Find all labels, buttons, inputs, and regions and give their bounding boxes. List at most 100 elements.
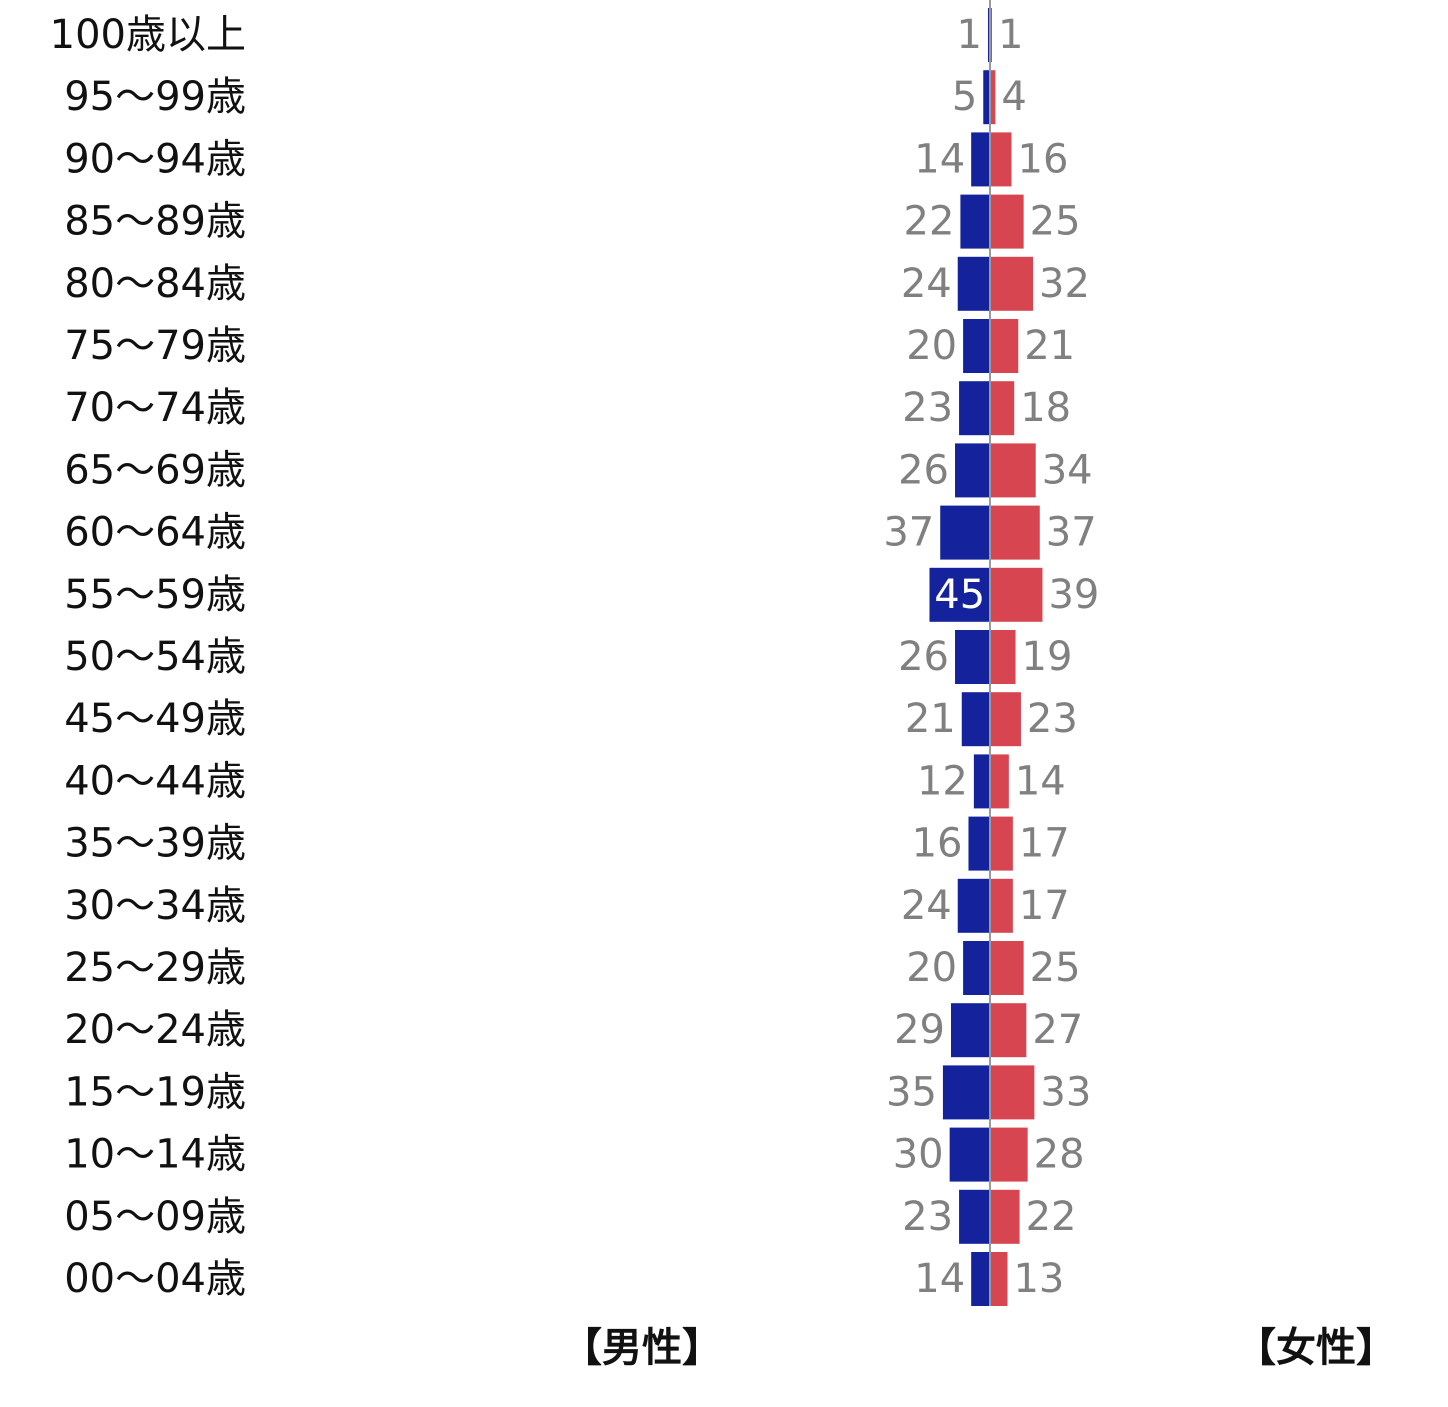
category-label: 30～34歳 <box>64 883 246 929</box>
male-bar <box>971 132 990 187</box>
male-bar <box>955 630 990 684</box>
female-bar <box>990 132 1012 187</box>
female-bar <box>990 381 1015 436</box>
female-value-label: 25 <box>1030 199 1081 245</box>
male-bar <box>940 505 990 560</box>
female-value-label: 4 <box>1001 74 1026 120</box>
category-label: 70～74歳 <box>64 385 246 431</box>
male-bar <box>957 256 990 311</box>
female-value-label: 37 <box>1046 510 1097 556</box>
male-value-label: 45 <box>934 572 985 618</box>
female-bar <box>990 1065 1035 1120</box>
male-value-label: 26 <box>898 634 949 680</box>
category-label: 90～94歳 <box>64 136 246 182</box>
male-value-label: 14 <box>914 136 965 182</box>
category-label: 75～79歳 <box>64 323 246 369</box>
male-value-label: 5 <box>952 74 977 120</box>
category-label: 10～14歳 <box>64 1132 246 1178</box>
male-value-label: 20 <box>906 323 957 369</box>
female-value-label: 19 <box>1022 634 1073 680</box>
category-label: 50～54歳 <box>64 634 246 680</box>
male-value-label: 23 <box>902 385 953 431</box>
male-bar <box>960 194 990 249</box>
female-bar <box>990 443 1036 498</box>
female-bar <box>990 816 1013 871</box>
female-bar <box>990 692 1021 747</box>
male-bar <box>971 1252 990 1306</box>
male-bar <box>968 816 990 871</box>
legend-male-label: 【男性】 <box>562 1325 722 1371</box>
male-value-label: 14 <box>914 1256 965 1302</box>
category-label: 100歳以上 <box>50 12 246 58</box>
female-bar <box>990 878 1013 933</box>
female-bar <box>990 319 1019 373</box>
male-value-label: 23 <box>902 1194 953 1240</box>
female-value-label: 33 <box>1040 1069 1091 1115</box>
category-label: 80～84歳 <box>64 261 246 307</box>
female-bar <box>990 630 1016 684</box>
category-label: 95～99歳 <box>64 74 246 120</box>
male-value-label: 37 <box>883 510 934 556</box>
category-label: 60～64歳 <box>64 510 246 556</box>
female-value-label: 22 <box>1026 1194 1077 1240</box>
category-label: 20～24歳 <box>64 1007 246 1053</box>
female-value-label: 23 <box>1027 696 1078 742</box>
female-bar <box>990 1127 1028 1182</box>
female-bar <box>990 256 1034 311</box>
male-bar <box>963 319 990 373</box>
female-value-label: 16 <box>1018 136 1069 182</box>
category-label: 25～29歳 <box>64 945 246 991</box>
male-bar <box>959 381 990 436</box>
male-value-label: 35 <box>886 1069 937 1115</box>
male-bar <box>950 1003 990 1058</box>
male-bar <box>949 1127 990 1182</box>
female-value-label: 32 <box>1039 261 1090 307</box>
legend-female-label: 【女性】 <box>1236 1325 1396 1371</box>
male-bar <box>929 567 990 622</box>
female-bar <box>990 941 1024 995</box>
category-label: 00～04歳 <box>64 1256 246 1302</box>
male-bar <box>942 1065 990 1120</box>
male-value-label: 22 <box>904 199 955 245</box>
female-bar <box>990 505 1040 560</box>
female-value-label: 17 <box>1019 883 1070 929</box>
male-value-label: 21 <box>905 696 956 742</box>
female-bar <box>990 70 996 125</box>
female-value-label: 13 <box>1013 1256 1064 1302</box>
female-bar <box>990 754 1009 809</box>
female-value-label: 39 <box>1048 572 1099 618</box>
male-value-label: 29 <box>894 1007 945 1053</box>
category-label: 55～59歳 <box>64 572 246 618</box>
male-value-label: 20 <box>906 945 957 991</box>
male-bar <box>959 1189 990 1244</box>
female-bar <box>990 1252 1008 1306</box>
category-label: 05～09歳 <box>64 1194 246 1240</box>
male-bar <box>963 941 990 995</box>
female-bar <box>990 1003 1027 1058</box>
male-value-label: 12 <box>917 758 968 804</box>
female-value-label: 25 <box>1030 945 1081 991</box>
male-value-label: 24 <box>901 883 952 929</box>
male-bar <box>961 692 990 747</box>
female-value-label: 21 <box>1024 323 1075 369</box>
female-value-label: 17 <box>1019 821 1070 867</box>
female-bar <box>990 567 1043 622</box>
category-label: 35～39歳 <box>64 821 246 867</box>
male-value-label: 16 <box>912 821 963 867</box>
male-value-label: 1 <box>957 12 982 58</box>
female-bar <box>990 1189 1020 1244</box>
male-bar <box>973 754 990 809</box>
male-value-label: 30 <box>893 1132 944 1178</box>
male-value-label: 24 <box>901 261 952 307</box>
female-value-label: 14 <box>1015 758 1066 804</box>
female-value-label: 27 <box>1032 1007 1083 1053</box>
category-label: 15～19歳 <box>64 1069 246 1115</box>
category-label: 40～44歳 <box>64 758 246 804</box>
male-bar <box>983 70 990 125</box>
female-value-label: 28 <box>1034 1132 1085 1178</box>
male-value-label: 26 <box>898 447 949 493</box>
category-label: 65～69歳 <box>64 447 246 493</box>
category-label: 45～49歳 <box>64 696 246 742</box>
female-value-label: 1 <box>998 12 1023 58</box>
